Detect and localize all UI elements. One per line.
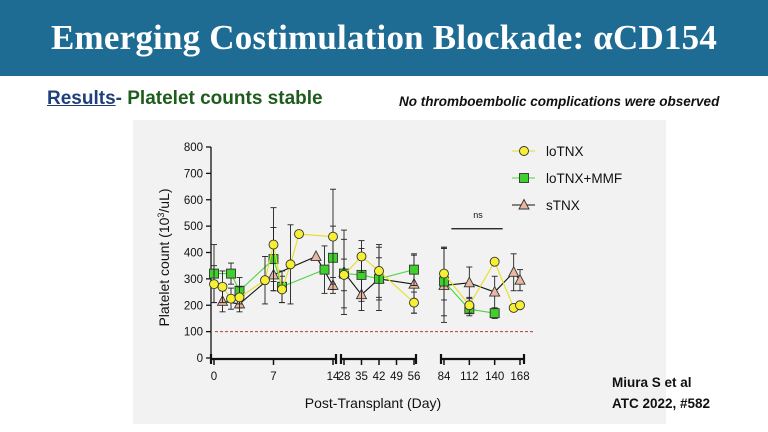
x-tick-label: 56 (408, 371, 421, 383)
lotnx-mmf-point (226, 268, 236, 279)
legend-marker-lotnx-mmf (519, 173, 529, 183)
lotnx-mmf-line (281, 269, 325, 288)
citation: Miura S et al ATC 2022, #582 (612, 372, 710, 414)
y-tick-label: 300 (184, 274, 203, 286)
lotnx-point (260, 275, 270, 286)
lotnx-mmf-line (239, 258, 274, 292)
chart-panel: 0 100 200 300 400 500 600 700 800 Platelet count … (133, 120, 666, 424)
lotnx-point (339, 269, 349, 280)
lotnx-line (264, 244, 275, 281)
slide-title: Emerging Costimulation Blockade: αCD154 (50, 18, 718, 57)
x-tick-label: 49 (390, 371, 403, 383)
lotnx-mmf-point (409, 264, 419, 275)
lotnx-point (268, 239, 279, 250)
lotnx-line (239, 279, 266, 298)
x-tick-label: 7 (270, 371, 276, 383)
y-tick-label: 500 (184, 221, 203, 233)
y-tick-label: 800 (184, 142, 203, 154)
x-tick-label: 84 (438, 371, 451, 383)
lotnx-line (443, 273, 470, 306)
stnx-line (469, 282, 495, 293)
lotnx-point (217, 281, 228, 292)
platelet-chart: 0 100 200 300 400 500 600 700 800 Platelet count … (156, 142, 622, 411)
lotnx-point (439, 268, 449, 279)
lotnx-line (298, 233, 334, 238)
lotnx-line (494, 261, 515, 309)
x-tick-label: 168 (510, 371, 529, 383)
y-tick-label: 100 (184, 327, 203, 339)
lotnx-point (489, 256, 500, 267)
legend-marker-lotnx (519, 146, 529, 156)
x-tick-label: 35 (355, 371, 368, 383)
lotnx-point (277, 284, 287, 295)
lotnx-mmf-point (489, 308, 500, 319)
y-tick-label: 400 (184, 248, 203, 260)
stnx-point (463, 276, 476, 288)
x-tick-label: 14 (327, 371, 340, 383)
results-heading: Results- Platelet counts stable (47, 88, 323, 110)
lotnx-line (272, 244, 283, 290)
legend-marker-stnx (518, 198, 530, 210)
stnx-point (488, 285, 501, 297)
x-tick-label: 28 (338, 371, 351, 383)
lotnx-point (356, 251, 367, 262)
lotnx-point (328, 231, 338, 242)
stnx-point (514, 273, 526, 285)
x-tick-label: 140 (485, 371, 504, 383)
stnx-point (507, 265, 520, 277)
y-tick-label: 200 (184, 300, 203, 312)
x-tick-label: 112 (460, 371, 478, 383)
results-finding: Platelet counts stable (127, 88, 323, 109)
y-tick-label: 600 (184, 195, 203, 207)
results-label: Results (47, 88, 116, 109)
lotnx-point (226, 293, 236, 304)
lotnx-mmf-point (319, 264, 330, 275)
title-banner: Emerging Costimulation Blockade: αCD154 (0, 0, 768, 76)
stnx-point (310, 249, 322, 261)
results-dash: - (115, 88, 128, 109)
citation-venue: ATC 2022, #582 (612, 396, 711, 411)
legend-label-lotnx: loTNX (546, 144, 584, 159)
x-tick-label: 0 (211, 371, 217, 383)
lotnx-line (378, 270, 415, 304)
lotnx-point (294, 229, 304, 239)
lotnx-point (464, 300, 475, 311)
y-axis-label: Platelet count (103/uL) (156, 188, 172, 326)
lotnx-mmf-line (378, 269, 415, 280)
lotnx-point (515, 300, 525, 311)
legend-label-stnx: sTNX (546, 198, 580, 213)
citation-author: Miura S et al (612, 375, 692, 390)
lotnx-point (209, 279, 219, 290)
lotnx-point (285, 259, 296, 270)
thromboembolic-note: No thromboembolic complications were obs… (399, 94, 720, 109)
x-axis-label: Post-Transplant (Day) (305, 395, 441, 411)
lotnx-line (468, 261, 496, 306)
lotnx-point (234, 292, 245, 303)
significance-label: ns (473, 210, 483, 220)
legend-label-lotnx-mmf: loTNX+MMF (546, 171, 622, 186)
stnx-line (378, 278, 415, 285)
lotnx-point (374, 266, 384, 276)
lotnx-point (409, 297, 419, 308)
x-tick-label: 42 (373, 371, 386, 383)
y-tick-label: 0 (197, 353, 203, 365)
y-tick-label: 700 (184, 168, 203, 180)
lotnx-line (289, 233, 300, 265)
